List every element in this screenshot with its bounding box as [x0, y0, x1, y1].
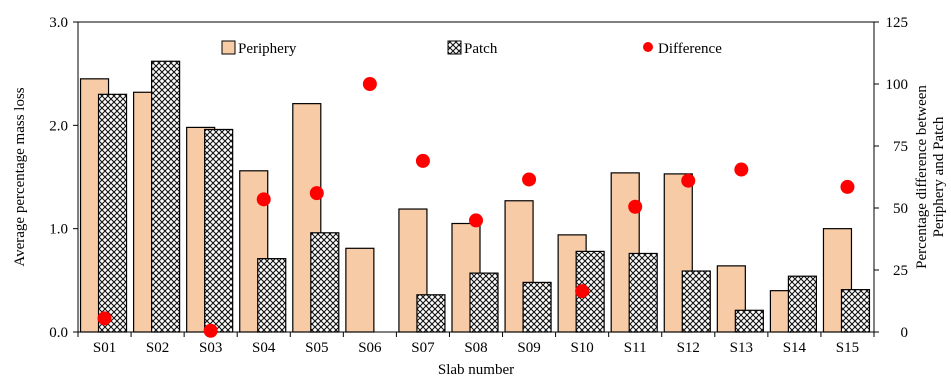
legend-swatch-periphery [221, 40, 236, 55]
bar-patch-s15 [840, 289, 871, 333]
bar-patch-s04 [257, 258, 287, 333]
x-tick-label-s11: S11 [624, 340, 647, 356]
legend-label-patch: Patch [464, 41, 498, 57]
bar-patch-s08 [469, 272, 499, 333]
bar-patch-s03 [204, 128, 234, 333]
x-tick-label-s08: S08 [464, 340, 487, 356]
x-tick-label-s09: S09 [517, 340, 540, 356]
point-difference-s13 [734, 162, 749, 177]
bar-patch-s07 [416, 294, 446, 333]
point-difference-s01 [97, 311, 112, 326]
y2-tick-label: 25 [893, 263, 908, 279]
x-tick-label-s04: S04 [252, 340, 276, 356]
point-difference-s06 [362, 77, 377, 91]
y2-tick-label: 125 [886, 15, 909, 31]
y2-tick-label: 50 [893, 201, 908, 217]
x-tick-label-s12: S12 [677, 340, 700, 356]
bar-patch-s14 [787, 275, 818, 333]
point-difference-s11 [628, 199, 643, 214]
legend-label-difference: Difference [658, 41, 722, 57]
point-difference-s12 [681, 173, 696, 188]
point-difference-s08 [469, 213, 483, 228]
x-tick-label-s01: S01 [93, 340, 116, 356]
legend-swatch-patch [447, 40, 462, 55]
legend: Periphery Patch Difference [221, 40, 722, 57]
y-tick-label: 2.0 [49, 118, 68, 134]
x-tick-label-s03: S03 [199, 340, 222, 356]
y2-tick-label: 75 [893, 139, 908, 155]
y2-tick-label: 100 [886, 77, 909, 93]
bar-patch-s11 [628, 252, 658, 333]
bar-patch-s05 [310, 232, 340, 333]
y2-axis-title-line1: Percentage difference between [914, 85, 930, 269]
y2-axis-title-line2: Periphery and Patch [931, 116, 947, 237]
legend-label-periphery: Periphery [238, 41, 297, 57]
point-difference-s10 [575, 284, 590, 299]
x-tick-label-s10: S10 [570, 340, 593, 356]
bar-periphery-s07 [398, 208, 428, 333]
y-tick-label: 0.0 [49, 325, 68, 341]
x-tick-label-s14: S14 [783, 340, 807, 356]
bar-patch-s09 [522, 281, 552, 333]
bar-periphery-s06 [345, 247, 375, 333]
y-tick-label: 3.0 [49, 15, 68, 31]
x-tick-label-s07: S07 [411, 340, 435, 356]
x-tick-label-s06: S06 [358, 340, 382, 356]
legend-marker-difference [643, 42, 653, 52]
x-tick-label-s02: S02 [146, 340, 169, 356]
bar-patch-s13 [734, 309, 764, 333]
x-tick-label-s05: S05 [305, 340, 328, 356]
y-tick-label: 1.0 [49, 222, 68, 238]
x-axis-title: Slab number [438, 362, 514, 378]
x-tick-label-s13: S13 [730, 340, 753, 356]
y2-tick-label: 0 [901, 325, 909, 341]
point-difference-s09 [522, 172, 537, 187]
point-difference-s05 [309, 186, 324, 201]
bar-patch-s01 [97, 93, 128, 333]
point-difference-s03 [203, 323, 218, 338]
bar-patch-s02 [151, 60, 181, 333]
point-difference-s07 [415, 153, 430, 168]
y-axis-title: Average percentage mass loss [12, 87, 28, 266]
bar-patch-s12 [681, 270, 711, 333]
point-difference-s15 [840, 179, 855, 194]
x-tick-label-s15: S15 [836, 340, 859, 356]
point-difference-s04 [256, 192, 271, 207]
